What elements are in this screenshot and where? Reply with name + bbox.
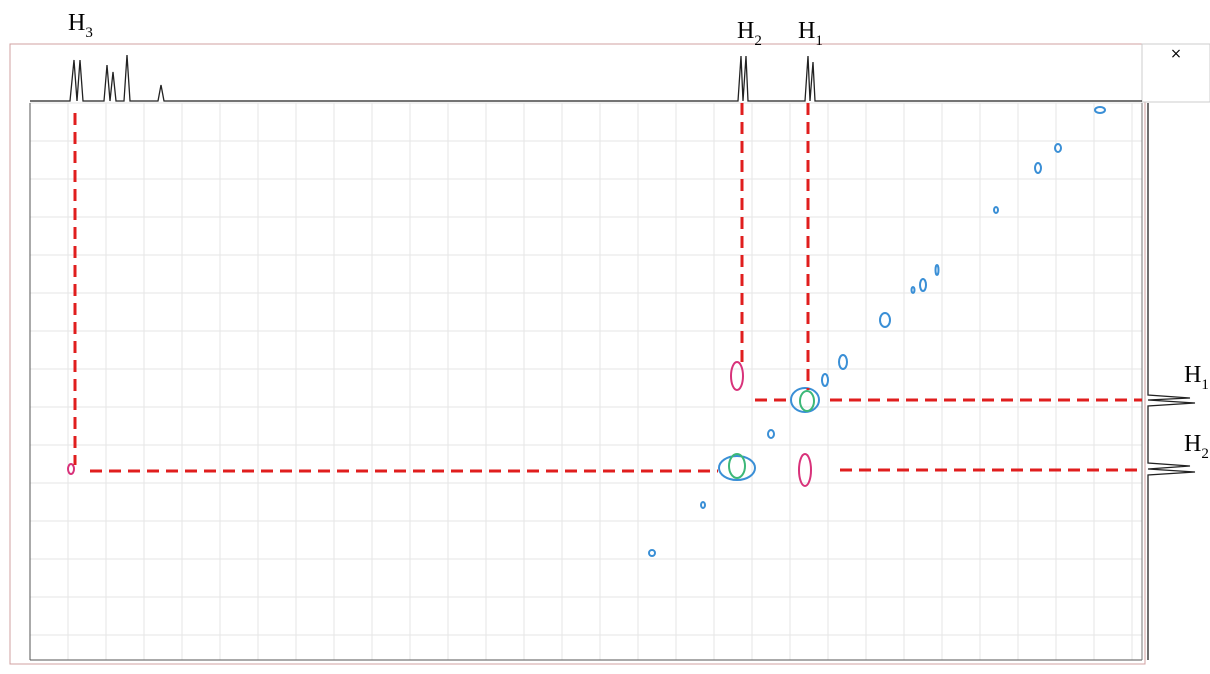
close-button[interactable]: × <box>1170 46 1182 62</box>
assignment-lines <box>73 103 1142 473</box>
window <box>9 43 1146 665</box>
label-text: H <box>1184 431 1201 457</box>
cross-peaks <box>67 106 1106 557</box>
top-spectrum <box>30 54 1142 102</box>
label-text: H <box>68 10 85 36</box>
label-subscript: 1 <box>1201 377 1209 393</box>
label-text: H <box>737 18 754 44</box>
grid <box>29 102 1142 660</box>
peak-label: H2 <box>737 18 762 49</box>
label-subscript: 1 <box>815 33 823 49</box>
peak-label: H1 <box>1184 362 1209 393</box>
label-text: H <box>1184 362 1201 388</box>
peak-label: H1 <box>798 18 823 49</box>
peak-label: H3 <box>68 10 93 41</box>
peak-label: H2 <box>1184 431 1209 462</box>
right-spectrum <box>1147 103 1196 660</box>
label-text: H <box>798 18 815 44</box>
corner-panel <box>1141 43 1210 103</box>
label-subscript: 3 <box>85 25 93 41</box>
label-subscript: 2 <box>754 33 762 49</box>
label-subscript: 2 <box>1201 446 1209 462</box>
